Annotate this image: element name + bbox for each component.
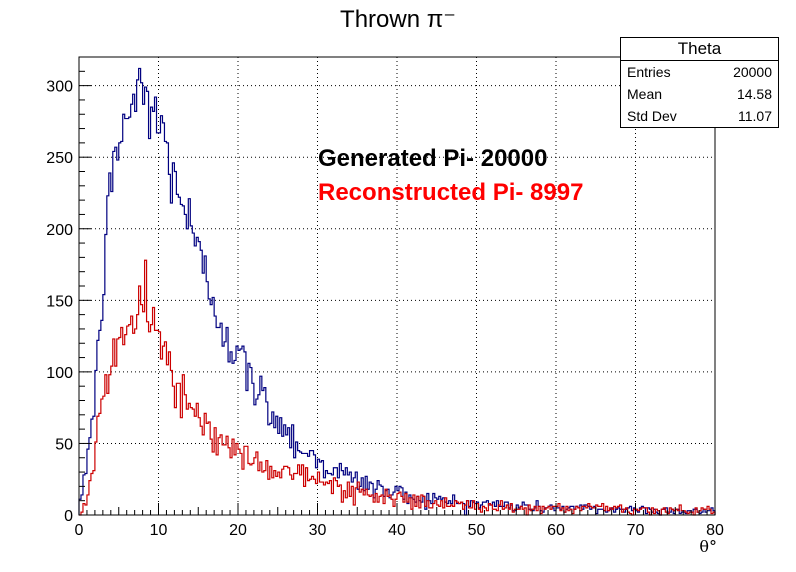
stats-row-entries: Entries 20000	[621, 61, 778, 83]
stats-label: Mean	[627, 86, 663, 102]
grid-lines	[79, 57, 715, 515]
y-tick-label: 200	[46, 222, 73, 239]
x-tick-label: 20	[229, 522, 247, 539]
axes: 0 10 20 30 40 50 60 70 80 0 50 100 150 200 250 300	[46, 56, 724, 539]
y-tick-label: 100	[46, 365, 73, 382]
chart-title: Thrown π⁻	[340, 6, 456, 33]
stats-box: Theta Entries 20000 Mean 14.58 Std Dev 1…	[620, 37, 779, 128]
x-tick-label: 0	[75, 522, 84, 539]
stats-value: 14.58	[736, 86, 772, 102]
stats-row-stddev: Std Dev 11.07	[621, 105, 778, 127]
y-tick-label: 50	[55, 436, 73, 453]
stats-label: Std Dev	[627, 108, 677, 124]
series-layer	[78, 67, 716, 516]
x-tick-label: 60	[547, 522, 565, 539]
stats-value: 11.07	[738, 108, 772, 124]
histogram-series-generated	[78, 67, 716, 516]
stats-title: Theta	[621, 38, 778, 61]
stats-label: Entries	[627, 64, 671, 80]
x-tick-label: 40	[388, 522, 406, 539]
x-tick-label: 70	[627, 522, 645, 539]
stats-value: 20000	[733, 64, 772, 80]
y-tick-label: 0	[64, 508, 73, 525]
histogram-series-reconstructed	[79, 259, 716, 516]
y-tick-label: 150	[46, 293, 73, 310]
x-tick-label: 50	[468, 522, 486, 539]
stats-row-mean: Mean 14.58	[621, 83, 778, 105]
y-tick-label: 300	[46, 79, 73, 96]
x-axis-label: θ°	[699, 537, 717, 556]
y-tick-label: 250	[46, 150, 73, 167]
x-tick-label: 80	[706, 522, 724, 539]
annotation-reconstructed: Reconstructed Pi- 8997	[318, 179, 583, 206]
annotation-generated: Generated Pi- 20000	[318, 145, 547, 172]
x-tick-label: 30	[309, 522, 327, 539]
x-tick-label: 10	[150, 522, 168, 539]
